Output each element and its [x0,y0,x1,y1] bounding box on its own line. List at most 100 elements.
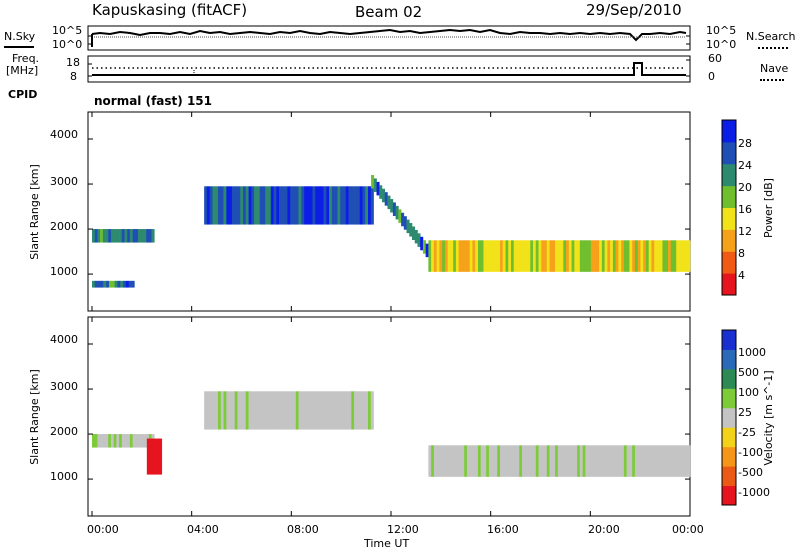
velocity-echo-cell [552,445,556,477]
velocity-echo-cell [97,434,101,448]
velocity-colorbar-segment [722,466,736,487]
velocity-ytick-3000: 3000 [50,380,78,393]
power-echo-cell [108,229,112,243]
velocity-echo-cell [326,391,330,430]
velocity-echo-cell [519,445,523,477]
velocity-ytick-4000: 4000 [50,333,78,346]
velocity-echo-cell [557,445,561,477]
velocity-colorbar-segment [722,485,736,506]
freq-left-tick-bottom: 8 [70,70,77,83]
velocity-echo-cell [223,391,227,430]
velocity-echo-cell [124,434,128,448]
xtick-1200: 12:00 [387,523,419,536]
velocity-cbar-tick-neg1000: -1000 [738,486,770,499]
velocity-echo-cell [284,391,288,430]
power-echo-cell [582,240,586,272]
power-echo-cell [557,240,561,272]
velocity-echo-cell [533,445,537,477]
velocity-echo-cell [656,445,660,477]
power-echo-cell [431,240,435,272]
velocity-echo-cell [588,445,592,477]
power-echo-cell [574,240,578,272]
power-colorbar-segment [722,120,736,143]
velocity-echo-cell [334,391,338,430]
power-echo-cell [596,240,600,272]
velocity-echo-cell [447,445,451,477]
velocity-echo-cell [226,391,230,430]
velocity-echo-cell [670,445,674,477]
velocity-echo-cell [100,434,104,448]
power-echo-cell [337,186,341,225]
power-colorbar-segment [722,251,736,274]
velocity-echo-cell [637,445,641,477]
power-echo-cell [420,236,424,251]
velocity-echo-cell [659,445,663,477]
freq-panel [87,55,691,83]
power-echo-cell [687,240,691,272]
velocity-echo-cell [154,438,158,475]
power-echo-cell [329,186,333,225]
velocity-colorbar-segment [722,407,736,428]
power-echo-cell [667,240,672,272]
power-cbar-tick-16: 16 [738,203,752,216]
power-echo-cell [140,229,144,243]
power-echo-cell [392,202,396,216]
power-echo-cell [117,280,121,288]
power-echo-cell [306,186,310,225]
velocity-echo-cell [444,445,448,477]
velocity-echo-cell [343,391,347,430]
velocity-echo-cell [563,445,567,477]
power-cbar-tick-28: 28 [738,137,752,150]
velocity-echo-cell [574,445,578,477]
velocity-echo-cell [304,391,308,430]
velocity-echo-cell [251,391,255,430]
xtick-0800: 08:00 [287,523,319,536]
velocity-echo-cell [477,445,481,477]
power-echo-cell [634,240,638,272]
velocity-echo-cell [138,434,142,448]
power-echo-cell [287,186,291,225]
velocity-echo-cell [370,391,374,430]
power-echo-cell [530,240,534,272]
power-echo-cell [94,280,98,288]
velocity-colorbar-segment [722,427,736,448]
velocity-echo-cell [237,391,241,430]
velocity-echo-cell [320,391,324,430]
power-echo-cell [673,240,677,272]
power-echo-cell [268,186,272,225]
power-echo-cell [304,186,308,225]
noise-sky-label: N.Sky [4,30,36,43]
velocity-echo-cell [94,434,98,448]
velocity-echo-cell [234,391,238,430]
power-echo-cell [323,186,327,225]
velocity-echo-cell [450,445,454,477]
power-echo-cell [555,240,559,272]
velocity-echo-cell [127,434,131,448]
velocity-echo-cell [309,391,313,430]
power-echo-cell [469,240,473,272]
power-cbar-tick-24: 24 [738,159,752,172]
velocity-echo-cell [634,445,638,477]
velocity-echo-cell [340,391,344,430]
power-ytick-4000: 4000 [50,128,78,141]
power-echo-cell [422,240,426,254]
velocity-echo-cell [362,391,366,430]
velocity-echo-cell [665,445,669,477]
power-echo-cell [376,181,380,196]
power-echo-cell [610,240,614,272]
velocity-echo-cell [248,391,252,430]
power-echo-cell [127,229,131,243]
velocity-echo-cell [306,391,310,430]
velocity-echo-cell [681,445,685,477]
power-echo-cell [151,229,155,243]
power-echo-cell [143,229,147,243]
power-echo-cell [114,280,118,288]
velocity-echo-cell [676,445,680,477]
velocity-echo-cell [667,445,672,477]
power-echo-cell [204,186,208,225]
power-echo-cell [138,229,142,243]
power-colorbar-segment [722,273,736,296]
velocity-echo-cell [596,445,600,477]
power-echo-cell [612,240,616,272]
velocity-echo-cell [132,434,136,448]
